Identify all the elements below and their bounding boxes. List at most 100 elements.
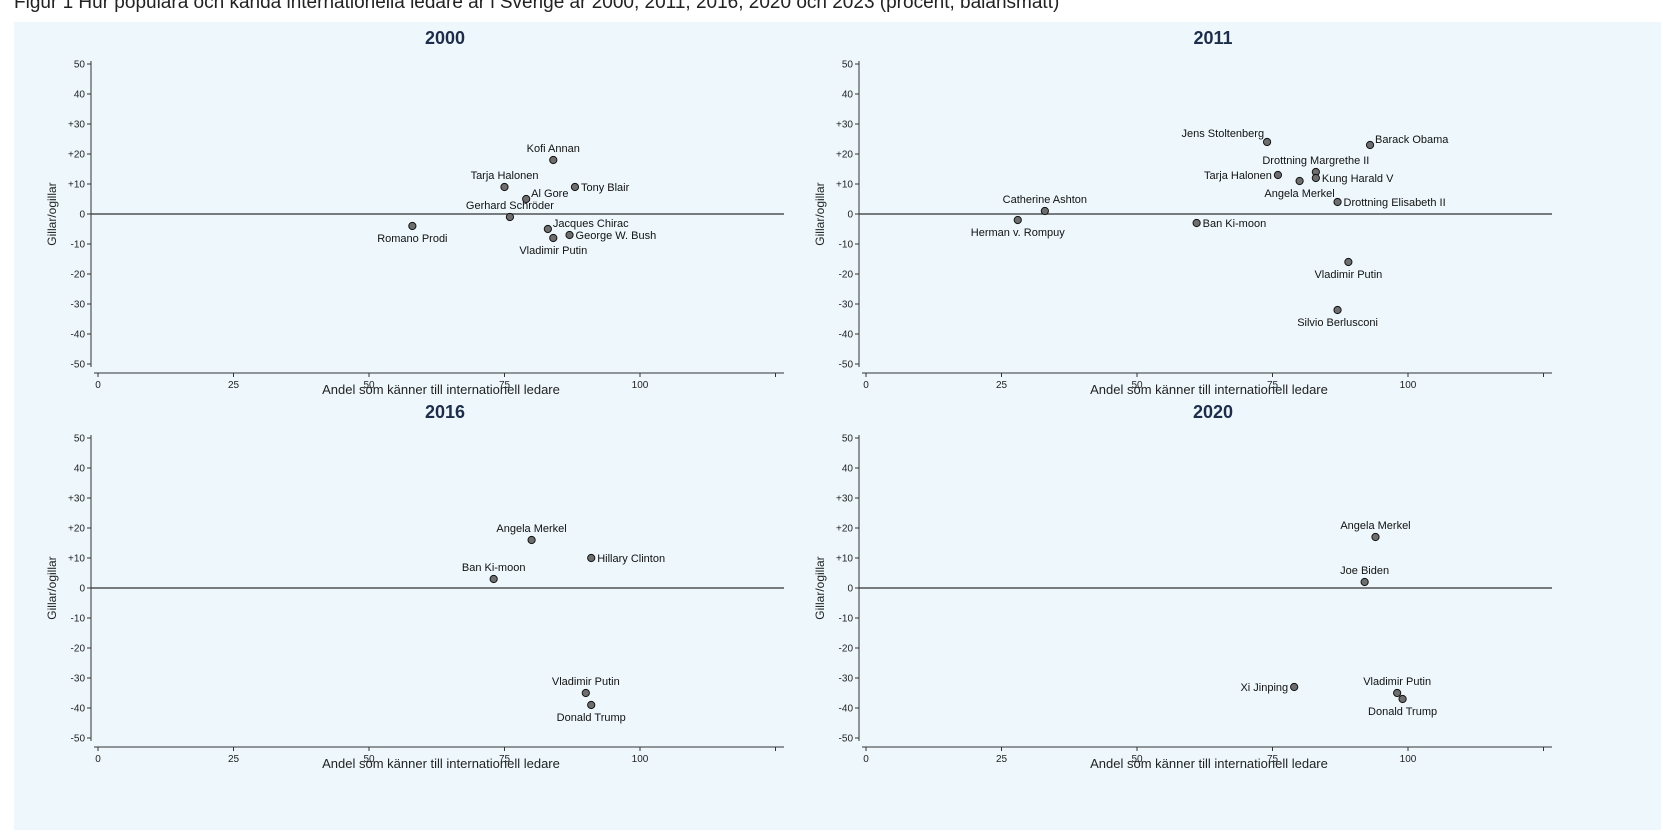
y-tick-label: -20 [71, 644, 86, 655]
data-label: Angela Merkel [1340, 520, 1410, 532]
y-tick-label: +10 [68, 180, 85, 191]
data-label: George W. Bush [576, 230, 657, 242]
data-point [581, 688, 590, 698]
data-label: Catherine Ashton [1003, 194, 1087, 206]
y-tick-label: 40 [842, 464, 854, 475]
y-tick-label: -30 [839, 300, 854, 311]
x-axis-label: Andel som känner till internationell led… [322, 382, 560, 397]
y-tick-label: 0 [847, 210, 853, 221]
x-tick-label: 25 [228, 754, 240, 765]
data-label: Vladimir Putin [519, 245, 587, 257]
data-label: Gerhard Schröder [466, 200, 554, 212]
x-tick-label: 75 [499, 380, 511, 391]
y-tick-label: 50 [842, 434, 854, 445]
y-tick-label: -40 [839, 330, 854, 341]
y-tick-label: +20 [836, 524, 853, 535]
data-point [543, 224, 552, 234]
data-point [570, 182, 580, 192]
data-label: Xi Jinping [1240, 682, 1288, 694]
data-label: Drottning Margrethe II [1262, 155, 1369, 167]
x-tick-label: 25 [996, 380, 1008, 391]
data-label: Joe Biden [1340, 565, 1389, 577]
data-label: Ban Ki-moon [462, 562, 526, 574]
x-tick-label: 50 [1131, 380, 1143, 391]
y-tick-label: -30 [839, 674, 854, 685]
data-point [522, 194, 531, 204]
y-tick-label: -10 [71, 240, 86, 251]
data-label: Romano Prodi [377, 233, 447, 245]
data-point [1040, 206, 1049, 216]
x-tick-label: 50 [363, 754, 375, 765]
data-label: Silvio Berlusconi [1297, 317, 1378, 329]
y-tick-label: -10 [71, 614, 86, 625]
data-label: Jacques Chirac [553, 218, 629, 230]
x-tick-label: 100 [1400, 380, 1417, 391]
y-tick-label: 0 [79, 210, 85, 221]
data-point [1192, 218, 1201, 228]
data-label: Vladimir Putin [1363, 676, 1431, 688]
y-tick-label: -40 [71, 330, 86, 341]
x-axis-label: Andel som känner till internationell led… [322, 756, 560, 771]
data-point [505, 212, 515, 222]
figure-panel: 2000 50 40 +30 +20 +10 0 -10 -20 -30 -40 -50 0 25 50 75… [14, 22, 1661, 830]
y-axis-label: Gillar/ogillar [813, 182, 827, 245]
x-tick-label: 75 [499, 754, 511, 765]
data-point [489, 574, 498, 584]
data-point [500, 182, 509, 192]
y-tick-label: +30 [68, 494, 85, 505]
data-point [1393, 688, 1402, 698]
data-label: Barack Obama [1375, 134, 1449, 146]
data-label: Tony Blair [581, 182, 630, 194]
data-point [1333, 305, 1342, 315]
data-label: Kofi Annan [527, 143, 580, 155]
data-point [408, 221, 417, 231]
y-tick-label: 40 [74, 90, 86, 101]
y-tick-label: 0 [79, 584, 85, 595]
data-label: Ban Ki-moon [1203, 218, 1267, 230]
data-label: Vladimir Putin [1314, 269, 1382, 281]
y-tick-label: -30 [71, 674, 86, 685]
y-tick-label: -40 [71, 704, 86, 715]
y-tick-label: -50 [71, 734, 86, 745]
scatter-charts: 2000 50 40 +30 +20 +10 0 -10 -20 -30 -40 -50 0 25 50 75… [45, 28, 1552, 771]
data-label: Vladimir Putin [552, 676, 620, 688]
data-point [549, 155, 558, 165]
data-point [1398, 694, 1407, 704]
data-point [1262, 137, 1272, 147]
data-point [1344, 257, 1353, 267]
x-tick-label: 50 [363, 380, 375, 391]
y-tick-label: -20 [839, 270, 854, 281]
y-tick-label: +30 [68, 120, 85, 131]
y-tick-label: 40 [74, 464, 86, 475]
x-tick-label: 0 [863, 754, 869, 765]
data-label: Angela Merkel [496, 523, 566, 535]
data-point [1371, 532, 1380, 542]
data-label: Hillary Clinton [597, 553, 665, 565]
data-label: Drottning Elisabeth II [1344, 197, 1446, 209]
y-tick-label: +20 [836, 150, 853, 161]
x-tick-label: 25 [996, 754, 1008, 765]
data-label: Tarja Halonen [471, 170, 539, 182]
data-point [1295, 176, 1304, 186]
data-label: Donald Trump [557, 712, 626, 724]
y-tick-label: +30 [836, 494, 853, 505]
data-point [587, 553, 596, 563]
data-label: Donald Trump [1368, 706, 1437, 718]
y-tick-label: +20 [68, 524, 85, 535]
chart-title: 2020 [1193, 402, 1233, 422]
chart-title: 2016 [425, 402, 465, 422]
y-tick-label: -30 [71, 300, 86, 311]
y-tick-label: -10 [839, 614, 854, 625]
y-tick-label: +10 [836, 180, 853, 191]
x-tick-label: 100 [632, 380, 649, 391]
data-point [1311, 173, 1320, 183]
data-label: Kung Harald V [1322, 173, 1394, 185]
x-tick-label: 100 [632, 754, 649, 765]
x-tick-label: 75 [1267, 754, 1279, 765]
y-tick-label: 50 [74, 60, 86, 71]
data-label: Tarja Halonen [1204, 170, 1272, 182]
x-tick-label: 0 [95, 754, 101, 765]
y-tick-label: -20 [71, 270, 86, 281]
x-tick-label: 25 [228, 380, 240, 391]
data-label: Angela Merkel [1264, 188, 1334, 200]
